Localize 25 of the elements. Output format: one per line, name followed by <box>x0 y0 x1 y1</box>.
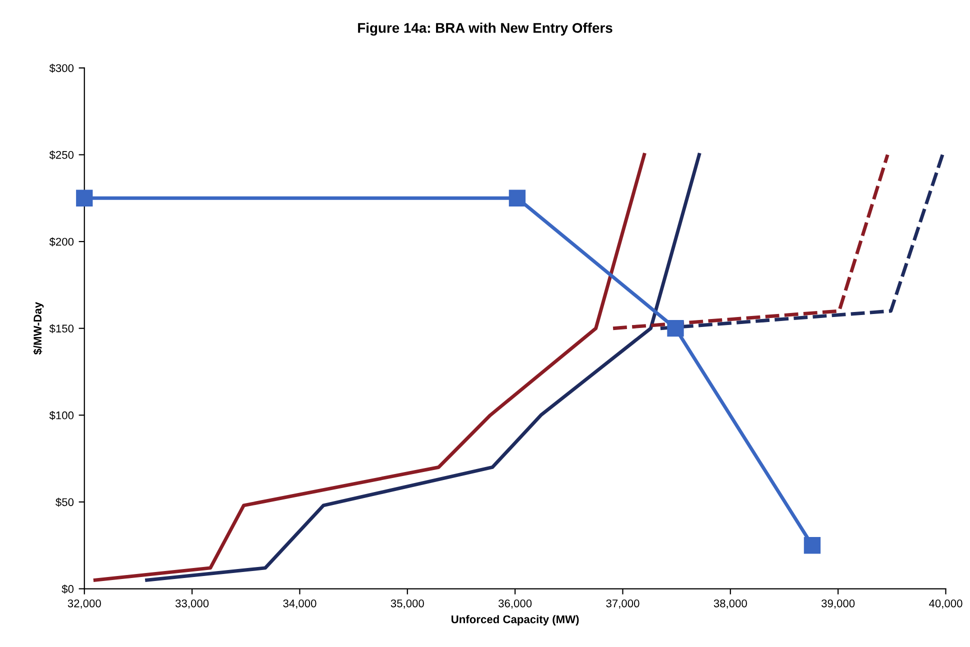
y-tick-label: $150 <box>49 324 74 334</box>
y-tick-label: $100 <box>49 410 74 420</box>
x-tick-label: 36,000 <box>498 599 532 609</box>
line-series <box>145 153 701 582</box>
x-tick-label: 35,000 <box>390 599 424 609</box>
point <box>667 320 684 337</box>
x-tick-label: 38,000 <box>714 599 747 609</box>
point <box>804 537 821 554</box>
x-tick-label: 34,000 <box>283 599 316 609</box>
x-tick-label: 39,000 <box>822 599 855 609</box>
x-tick-label: 37,000 <box>606 599 640 609</box>
y-tick-label: $250 <box>49 150 74 160</box>
y-axis-title: $/MW-Day <box>33 302 44 355</box>
line-series <box>93 153 646 582</box>
y-tick-label: $50 <box>56 498 74 507</box>
point <box>76 190 93 206</box>
y-tick-label: $200 <box>49 237 74 246</box>
x-tick-label: 33,000 <box>175 599 209 609</box>
point <box>508 190 526 206</box>
x-tick-label: 40,000 <box>929 599 962 609</box>
x-axis-title: Unforced Capacity (MW) <box>452 615 579 626</box>
y-tick-label: $0 <box>62 584 74 594</box>
chart-title: Figure 14a: BRA with New Entry Offers <box>358 22 612 36</box>
y-tick-label: $300 <box>49 64 74 73</box>
x-tick-label: 32,000 <box>68 599 101 609</box>
